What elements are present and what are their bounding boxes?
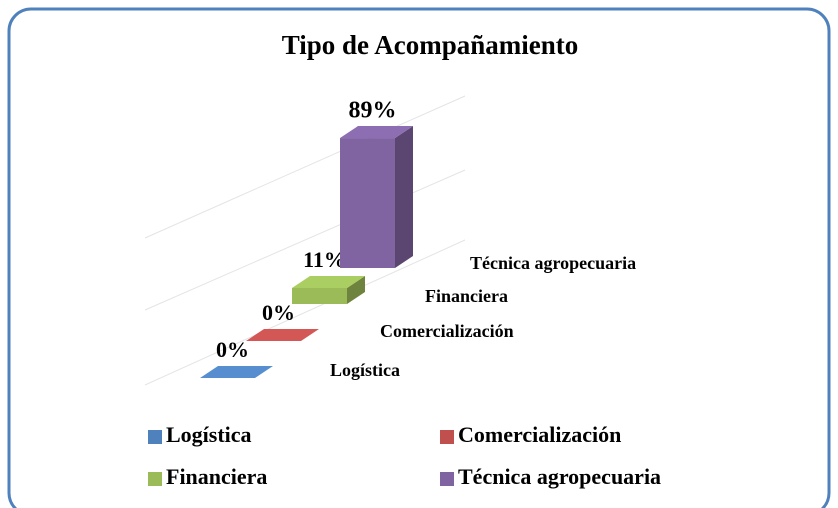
bar-top — [292, 275, 365, 288]
chart-border — [7, 7, 831, 508]
bar-side — [347, 275, 365, 304]
legend-swatch — [440, 472, 454, 486]
legend-label: Comercialización — [458, 422, 621, 447]
category-label: Técnica agropecuaria — [470, 253, 636, 273]
legend-label: Logística — [166, 422, 252, 447]
data-label: 89% — [349, 98, 397, 124]
data-label: 0% — [262, 300, 295, 325]
bar-side — [395, 126, 413, 268]
legend-label: Técnica agropecuaria — [458, 464, 661, 489]
bar — [292, 287, 347, 304]
bar-top — [200, 366, 273, 378]
legend-label: Financiera — [166, 464, 267, 489]
legend-swatch — [440, 430, 454, 444]
bar — [340, 138, 395, 268]
bar-top — [340, 126, 413, 139]
category-label: Logística — [330, 360, 400, 380]
category-label: Comercialización — [380, 321, 514, 341]
data-label: 11% — [303, 247, 346, 272]
category-label: Financiera — [425, 286, 508, 306]
chart-title: Tipo de Acompañamiento — [282, 30, 579, 60]
legend-swatch — [148, 430, 162, 444]
legend-swatch — [148, 472, 162, 486]
data-label: 0% — [216, 337, 249, 362]
bar-top — [246, 329, 319, 341]
